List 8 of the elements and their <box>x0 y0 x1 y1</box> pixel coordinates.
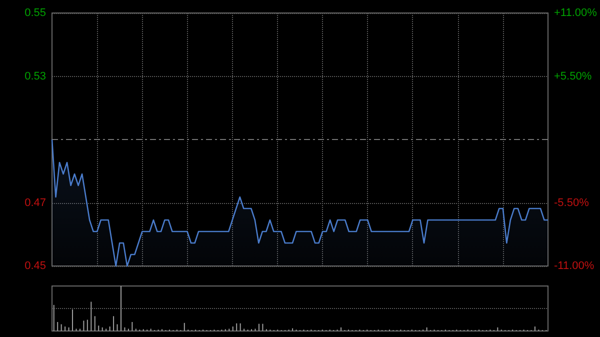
y2-tick-label: +5.50% <box>554 70 592 82</box>
y-tick-label: 0.47 <box>24 196 46 209</box>
y2-tick-label: -11.00% <box>554 260 594 272</box>
y2-tick-label: -5.50% <box>554 196 590 209</box>
y-tick-label: 0.53 <box>24 70 46 82</box>
y-tick-label: 0.45 <box>24 260 46 272</box>
y2-tick-label: +11.00% <box>554 7 598 19</box>
y-tick-label: 0.55 <box>24 7 46 19</box>
